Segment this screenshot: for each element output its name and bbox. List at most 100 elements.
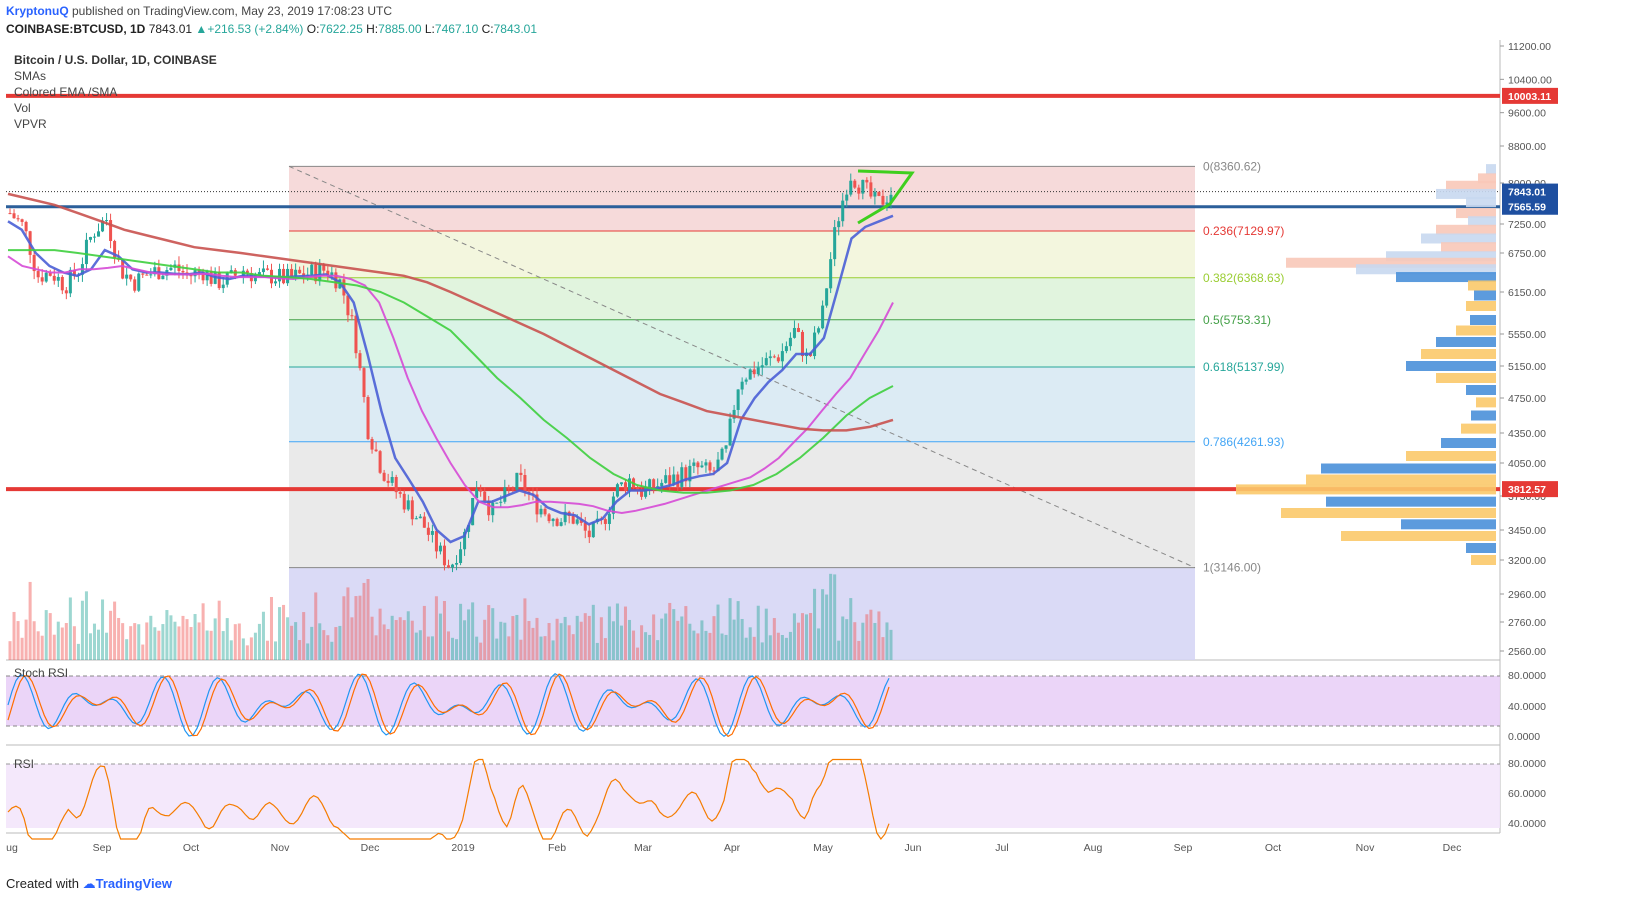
candle-body: [442, 545, 446, 566]
price-tick-label: 10400.00: [1508, 74, 1552, 86]
candle-body: [430, 531, 434, 535]
volume-bar: [877, 611, 881, 660]
candle-body: [555, 518, 559, 526]
candle-body: [483, 491, 487, 501]
volume-bar: [229, 640, 233, 660]
volume-bar: [555, 618, 559, 660]
candle-body: [583, 522, 587, 531]
volume-bar: [796, 622, 800, 660]
volume-bar: [434, 596, 438, 660]
candle-body: [88, 236, 92, 240]
volume-bar: [607, 606, 611, 660]
volume-bar: [780, 635, 784, 660]
vpvr-bar: [1470, 315, 1496, 325]
volume-bar: [688, 623, 692, 660]
volume-bar: [298, 640, 302, 660]
candle-body: [865, 179, 869, 183]
volume-bar: [418, 630, 422, 660]
volume-bar: [97, 629, 101, 660]
stoch-rsi-label[interactable]: Stoch RSI: [14, 666, 69, 680]
volume-bar: [459, 603, 463, 660]
vpvr-bar: [1396, 272, 1496, 283]
tradingview-brand[interactable]: TradingView: [95, 876, 172, 891]
stoch-band: [6, 676, 1500, 726]
price-tick-label: 7250.00: [1508, 219, 1546, 231]
volume-bar: [648, 634, 652, 660]
volume-bar: [575, 615, 579, 660]
candle-body: [378, 451, 382, 473]
vpvr-bar: [1436, 224, 1496, 235]
volume-bar: [483, 619, 487, 660]
volume-bar: [354, 596, 358, 660]
volume-bar: [487, 605, 491, 660]
volume-bar: [32, 621, 36, 660]
volume-bar: [841, 616, 845, 660]
candle-body: [640, 489, 644, 497]
volume-bar: [326, 635, 330, 660]
candle-body: [853, 180, 857, 188]
candle-body: [684, 467, 688, 482]
candle-body: [889, 194, 893, 203]
fib-zone: [289, 230, 1195, 278]
candle-body: [700, 465, 704, 468]
candle-body: [113, 240, 117, 258]
price-tick-label: 4750.00: [1508, 393, 1546, 405]
volume-bar: [813, 588, 817, 660]
fib-trend-line: [288, 165, 1196, 569]
volume-bar: [817, 628, 821, 660]
candle-body: [491, 502, 495, 516]
volume-bar: [479, 642, 483, 660]
candle-body: [837, 221, 841, 228]
candle-body: [768, 356, 772, 359]
volume-bar: [438, 613, 442, 660]
legend-item-smas[interactable]: SMAs: [14, 69, 47, 83]
candle-body: [760, 365, 764, 368]
rsi-tick-label: 80.0000: [1508, 758, 1546, 770]
volume-bar: [442, 601, 446, 660]
candle-body: [503, 487, 507, 502]
candle-body: [48, 272, 52, 276]
study-legend: Bitcoin / U.S. Dollar, 1D, COINBASE SMAs…: [14, 52, 217, 132]
candle-body: [623, 482, 627, 491]
candle-body: [692, 462, 696, 466]
candle-body: [507, 487, 511, 489]
vpvr-bar: [1236, 484, 1496, 495]
author-link[interactable]: KryptonuQ: [6, 4, 69, 18]
candle-body: [792, 327, 796, 338]
legend-item-colored-ema[interactable]: Colored EMA /SMA: [14, 85, 118, 99]
volume-bar: [495, 638, 499, 660]
volume-bar: [837, 640, 841, 660]
volume-bar: [44, 610, 48, 660]
rsi-label[interactable]: RSI: [14, 757, 35, 771]
time-tick-label: Nov: [271, 842, 290, 854]
volume-bar: [547, 623, 551, 660]
volume-bar: [274, 641, 278, 660]
legend-item-vpvr[interactable]: VPVR: [14, 117, 47, 131]
volume-bar: [551, 640, 555, 660]
candle-body: [772, 356, 776, 358]
candle-body: [869, 182, 873, 197]
volume-bar: [587, 615, 591, 660]
publish-header: KryptonuQ published on TradingView.com, …: [6, 4, 392, 18]
candle-body: [374, 449, 378, 452]
candle-body: [800, 331, 804, 357]
candle-body: [278, 268, 282, 282]
volume-bar: [410, 620, 414, 660]
legend-item-vol[interactable]: Vol: [14, 101, 31, 115]
candle-body: [780, 351, 784, 362]
vpvr-bar: [1326, 496, 1496, 507]
candle-body: [181, 270, 185, 273]
candle-body: [274, 281, 278, 284]
volume-bar: [282, 604, 286, 660]
candle-body: [648, 479, 652, 489]
price-badge-label: 10003.11: [1508, 91, 1551, 103]
candle-body: [829, 259, 833, 289]
candle-body: [346, 295, 350, 316]
price-tick-label: 5150.00: [1508, 361, 1546, 373]
volume-bar: [861, 622, 865, 660]
candle-body: [40, 277, 44, 282]
volume-bar: [338, 625, 342, 660]
created-with: Created with: [6, 876, 79, 891]
symbol-label[interactable]: COINBASE:BTCUSD, 1D: [6, 22, 146, 36]
